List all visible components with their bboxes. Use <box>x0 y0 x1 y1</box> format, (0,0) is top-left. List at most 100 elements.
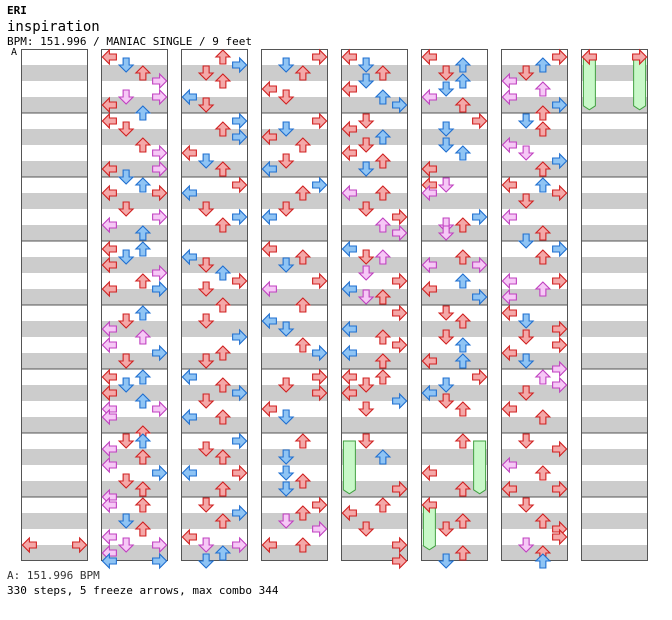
beat-stripe <box>181 289 248 305</box>
down-arrow-icon <box>357 249 375 265</box>
up-arrow-icon <box>534 513 552 529</box>
up-arrow-icon <box>374 249 392 265</box>
beat-stripe <box>21 65 88 81</box>
up-arrow-icon <box>134 177 152 193</box>
right-arrow-icon <box>552 152 568 170</box>
right-arrow-icon <box>472 208 488 226</box>
beat-stripe <box>421 513 488 529</box>
right-arrow-icon <box>392 96 408 114</box>
beat-stripe <box>181 225 248 241</box>
column-frame <box>581 49 648 561</box>
left-arrow-icon <box>101 256 117 274</box>
left-arrow-icon <box>501 456 517 474</box>
beat-stripe <box>421 129 488 145</box>
right-arrow-icon <box>312 112 328 130</box>
beat-stripe <box>341 417 408 433</box>
left-arrow-icon <box>421 280 437 298</box>
freeze-arrow <box>473 440 487 495</box>
up-arrow-icon <box>454 97 472 113</box>
beat-stripe <box>261 257 328 273</box>
left-arrow-icon <box>261 280 277 298</box>
beat-stripe <box>341 225 408 241</box>
left-arrow-icon <box>101 160 117 178</box>
right-arrow-icon <box>552 376 568 394</box>
column-frame <box>181 49 248 561</box>
right-arrow-icon <box>472 112 488 130</box>
beat-stripe <box>341 65 408 81</box>
left-arrow-icon <box>501 480 517 498</box>
up-arrow-icon <box>374 65 392 81</box>
left-arrow-icon <box>341 368 357 386</box>
up-arrow-icon <box>294 433 312 449</box>
up-arrow-icon <box>214 297 232 313</box>
beat-stripe <box>181 161 248 177</box>
up-arrow-icon <box>214 161 232 177</box>
down-arrow-icon <box>357 161 375 177</box>
left-arrow-icon <box>181 408 197 426</box>
down-arrow-icon <box>517 65 535 81</box>
left-arrow-icon <box>261 208 277 226</box>
left-arrow-icon <box>421 496 437 514</box>
right-arrow-icon <box>152 280 168 298</box>
down-arrow-icon <box>277 449 295 465</box>
down-arrow-icon <box>357 521 375 537</box>
beat-stripe <box>261 289 328 305</box>
beat-stripe <box>101 289 168 305</box>
up-arrow-icon <box>454 73 472 89</box>
up-arrow-icon <box>294 337 312 353</box>
up-arrow-icon <box>214 49 232 65</box>
right-arrow-icon <box>232 384 248 402</box>
up-arrow-icon <box>374 449 392 465</box>
down-arrow-icon <box>197 257 215 273</box>
right-arrow-icon <box>152 264 168 282</box>
right-arrow-icon <box>232 208 248 226</box>
beat-stripe <box>261 513 328 529</box>
down-arrow-icon <box>517 497 535 513</box>
beat-stripe <box>21 545 88 561</box>
left-arrow-icon <box>101 96 117 114</box>
down-arrow-icon <box>437 177 455 193</box>
left-arrow-icon <box>101 216 117 234</box>
up-arrow-icon <box>454 57 472 73</box>
up-arrow-icon <box>534 225 552 241</box>
down-arrow-icon <box>197 441 215 457</box>
right-arrow-icon <box>552 440 568 458</box>
freeze-arrow <box>582 56 596 111</box>
down-arrow-icon <box>197 497 215 513</box>
up-arrow-icon <box>134 497 152 513</box>
right-arrow-icon <box>232 432 248 450</box>
left-arrow-icon <box>341 48 357 66</box>
left-arrow-icon <box>501 208 517 226</box>
left-arrow-icon <box>261 160 277 178</box>
right-arrow-icon <box>552 48 568 66</box>
left-arrow-icon <box>341 184 357 202</box>
beat-stripe <box>261 353 328 369</box>
down-arrow-icon <box>437 377 455 393</box>
beat-stripe <box>421 225 488 241</box>
beat-stripe <box>181 193 248 209</box>
beat-stripe <box>581 161 648 177</box>
beat-stripe <box>21 385 88 401</box>
column-frame <box>261 49 328 561</box>
up-arrow-icon <box>454 337 472 353</box>
beat-stripe <box>181 481 248 497</box>
right-arrow-icon <box>312 272 328 290</box>
beat-stripe <box>101 545 168 561</box>
beat-stripe <box>21 449 88 465</box>
right-arrow-icon <box>552 360 568 378</box>
left-arrow-icon <box>101 48 117 66</box>
down-arrow-icon <box>357 73 375 89</box>
beat-stripe <box>581 417 648 433</box>
up-arrow-icon <box>534 465 552 481</box>
chart-meta: BPM: 151.996 / MANIAC SINGLE / 9 feet <box>7 35 253 48</box>
left-arrow-icon <box>261 400 277 418</box>
down-arrow-icon <box>357 377 375 393</box>
beat-stripe <box>261 161 328 177</box>
down-arrow-icon <box>357 113 375 129</box>
beat-stripe <box>501 65 568 81</box>
right-arrow-icon <box>392 480 408 498</box>
right-arrow-icon <box>232 56 248 74</box>
left-arrow-icon <box>421 464 437 482</box>
up-arrow-icon <box>214 377 232 393</box>
beat-stripe <box>501 257 568 273</box>
